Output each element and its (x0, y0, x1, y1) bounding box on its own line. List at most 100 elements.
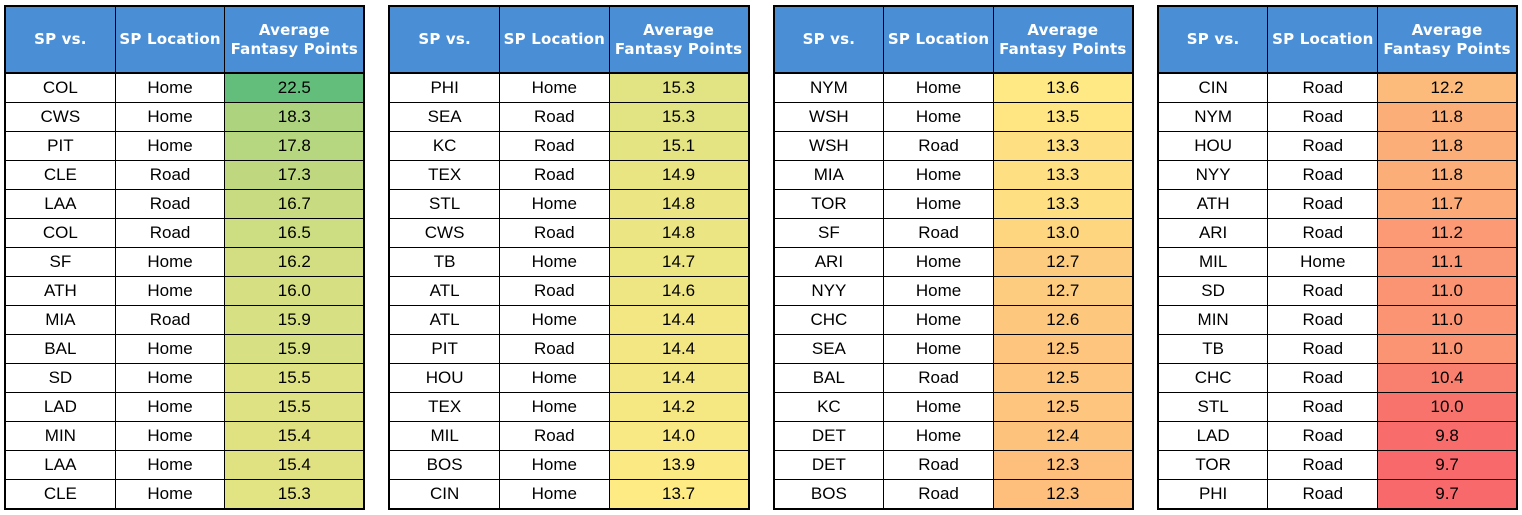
location-cell: Home (883, 305, 994, 335)
team-cell: MIA (4, 305, 116, 335)
team-cell: SF (772, 218, 885, 248)
points-cell: 11.1 (1377, 247, 1518, 277)
points-cell: 16.7 (224, 189, 365, 219)
col-header-sp-vs: SP vs. (1157, 5, 1269, 74)
points-cell: 12.5 (992, 334, 1134, 364)
table-row: HOU Home 14.4 (388, 363, 750, 393)
team-cell: COL (4, 218, 116, 248)
location-cell: Road (1267, 131, 1379, 161)
table-body: NYM Home 13.6 WSH Home 13.5 WSH Road 13.3 MIA Home… (772, 72, 1134, 510)
table-row: CWS Home 18.3 (4, 102, 365, 132)
col-header-avg-line2: Fantasy Points (999, 39, 1127, 58)
table-row: PIT Home 17.8 (4, 131, 365, 161)
team-cell: TOR (772, 189, 885, 219)
table-row: DET Home 12.4 (772, 421, 1134, 451)
team-cell: SF (4, 247, 116, 277)
points-cell: 17.8 (224, 131, 365, 161)
team-cell: CHC (772, 305, 885, 335)
points-cell: 17.3 (224, 160, 365, 190)
table-row: TOR Road 9.7 (1157, 450, 1518, 480)
location-cell: Road (1267, 189, 1379, 219)
table-row: ATL Road 14.6 (388, 276, 750, 306)
points-cell: 9.7 (1377, 450, 1518, 480)
points-cell: 15.5 (224, 363, 365, 393)
table-row: STL Home 14.8 (388, 189, 750, 219)
table-row: LAA Road 16.7 (4, 189, 365, 219)
fantasy-points-table: SP vs. SP Location Average Fantasy Point… (388, 5, 750, 510)
table-header: SP vs. SP Location Average Fantasy Point… (772, 5, 1134, 74)
table-row: NYY Home 12.7 (772, 276, 1134, 306)
location-cell: Home (499, 363, 610, 393)
table-row: TB Road 11.0 (1157, 334, 1518, 364)
table-row: PHI Road 9.7 (1157, 479, 1518, 510)
points-cell: 16.5 (224, 218, 365, 248)
points-cell: 15.4 (224, 450, 365, 480)
points-cell: 12.7 (992, 247, 1134, 277)
location-cell: Home (499, 247, 610, 277)
location-cell: Home (114, 334, 226, 364)
location-cell: Home (883, 72, 994, 103)
col-header-avg-line1: Average (1411, 20, 1483, 39)
team-cell: ATL (388, 305, 501, 335)
team-cell: ATH (1157, 189, 1269, 219)
team-cell: CHC (1157, 363, 1269, 393)
col-header-avg-line1: Average (643, 20, 714, 39)
table-row: TEX Home 14.2 (388, 392, 750, 422)
header-row: SP vs. SP Location Average Fantasy Point… (4, 5, 365, 74)
table-row: TOR Home 13.3 (772, 189, 1134, 219)
col-header-avg-line2: Fantasy Points (1383, 39, 1511, 58)
team-cell: TOR (1157, 450, 1269, 480)
points-cell: 13.0 (992, 218, 1134, 248)
location-cell: Road (499, 334, 610, 364)
team-cell: SD (4, 363, 116, 393)
team-cell: CLE (4, 479, 116, 510)
points-cell: 11.2 (1377, 218, 1518, 248)
col-header-sp-location: SP Location (114, 5, 226, 74)
team-cell: CWS (388, 218, 501, 248)
team-cell: SD (1157, 276, 1269, 306)
team-cell: MIN (1157, 305, 1269, 335)
table-row: TB Home 14.7 (388, 247, 750, 277)
table-row: SEA Home 12.5 (772, 334, 1134, 364)
location-cell: Road (114, 305, 226, 335)
location-cell: Road (114, 189, 226, 219)
table-row: CLE Road 17.3 (4, 160, 365, 190)
header-row: SP vs. SP Location Average Fantasy Point… (772, 5, 1134, 74)
points-cell: 11.7 (1377, 189, 1518, 219)
table-row: MIL Road 14.0 (388, 421, 750, 451)
points-cell: 12.6 (992, 305, 1134, 335)
table-row: NYY Road 11.8 (1157, 160, 1518, 190)
location-cell: Home (499, 450, 610, 480)
table-row: ATH Home 16.0 (4, 276, 365, 306)
points-cell: 13.3 (992, 160, 1134, 190)
location-cell: Road (114, 218, 226, 248)
team-cell: MIL (388, 421, 501, 451)
team-cell: ARI (772, 247, 885, 277)
table-row: ATL Home 14.4 (388, 305, 750, 335)
location-cell: Road (1267, 421, 1379, 451)
table-row: MIN Home 15.4 (4, 421, 365, 451)
team-cell: STL (388, 189, 501, 219)
points-cell: 11.0 (1377, 276, 1518, 306)
team-cell: NYM (772, 72, 885, 103)
location-cell: Road (499, 421, 610, 451)
table-row: MIN Road 11.0 (1157, 305, 1518, 335)
table-body: CIN Road 12.2 NYM Road 11.8 HOU Road 11.8 NYY Road… (1157, 72, 1518, 510)
points-cell: 15.3 (224, 479, 365, 510)
points-cell: 14.4 (608, 363, 750, 393)
table-row: BOS Home 13.9 (388, 450, 750, 480)
table-header: SP vs. SP Location Average Fantasy Point… (388, 5, 750, 74)
points-cell: 15.9 (224, 305, 365, 335)
table-row: BAL Road 12.5 (772, 363, 1134, 393)
points-cell: 15.9 (224, 334, 365, 364)
team-cell: WSH (772, 102, 885, 132)
table-row: ARI Home 12.7 (772, 247, 1134, 277)
location-cell: Home (883, 247, 994, 277)
location-cell: Home (499, 479, 610, 510)
table-row: HOU Road 11.8 (1157, 131, 1518, 161)
team-cell: COL (4, 72, 116, 103)
table-row: KC Home 12.5 (772, 392, 1134, 422)
col-header-avg-line1: Average (258, 20, 330, 39)
location-cell: Home (883, 421, 994, 451)
location-cell: Road (499, 102, 610, 132)
